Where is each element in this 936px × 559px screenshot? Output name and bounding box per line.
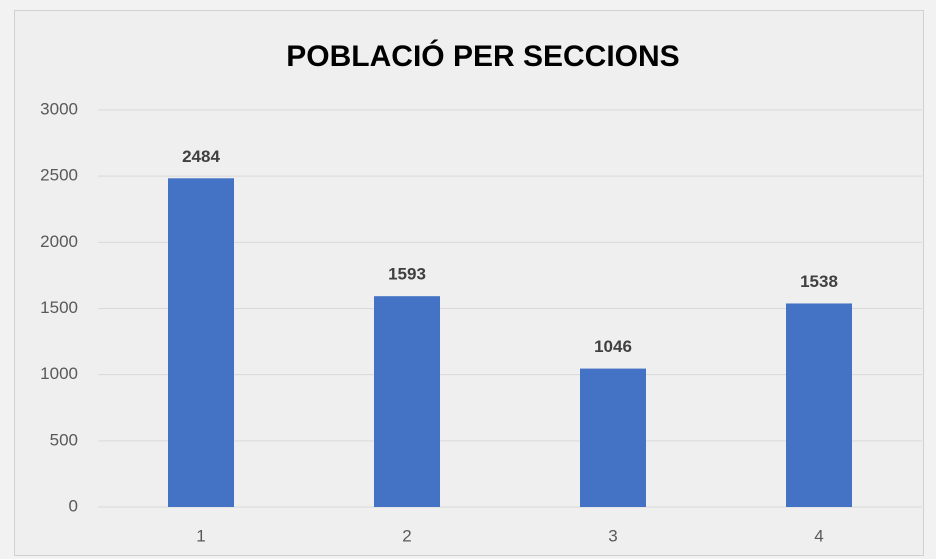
- x-tick-label: 3: [608, 526, 617, 545]
- y-tick-label: 1500: [40, 298, 78, 317]
- y-tick-label: 3000: [40, 99, 78, 118]
- x-tick-label: 1: [196, 526, 205, 545]
- data-label: 2484: [182, 147, 220, 166]
- bar: [374, 296, 440, 507]
- y-tick-label: 1000: [40, 364, 78, 383]
- bar: [168, 178, 234, 507]
- data-label: 1538: [800, 272, 838, 291]
- data-label: 1046: [594, 337, 632, 356]
- bar: [580, 368, 646, 507]
- data-label: 1593: [388, 265, 426, 284]
- chart-title: POBLACIÓ PER SECCIONS: [286, 39, 679, 73]
- y-tick-label: 2500: [40, 166, 78, 185]
- y-tick-label: 2000: [40, 232, 78, 251]
- chart-area: [14, 10, 924, 556]
- y-tick-label: 500: [50, 430, 78, 449]
- y-tick-label: 0: [69, 496, 78, 515]
- x-tick-label: 2: [402, 526, 411, 545]
- x-tick-label: 4: [814, 526, 823, 545]
- bar: [786, 303, 852, 507]
